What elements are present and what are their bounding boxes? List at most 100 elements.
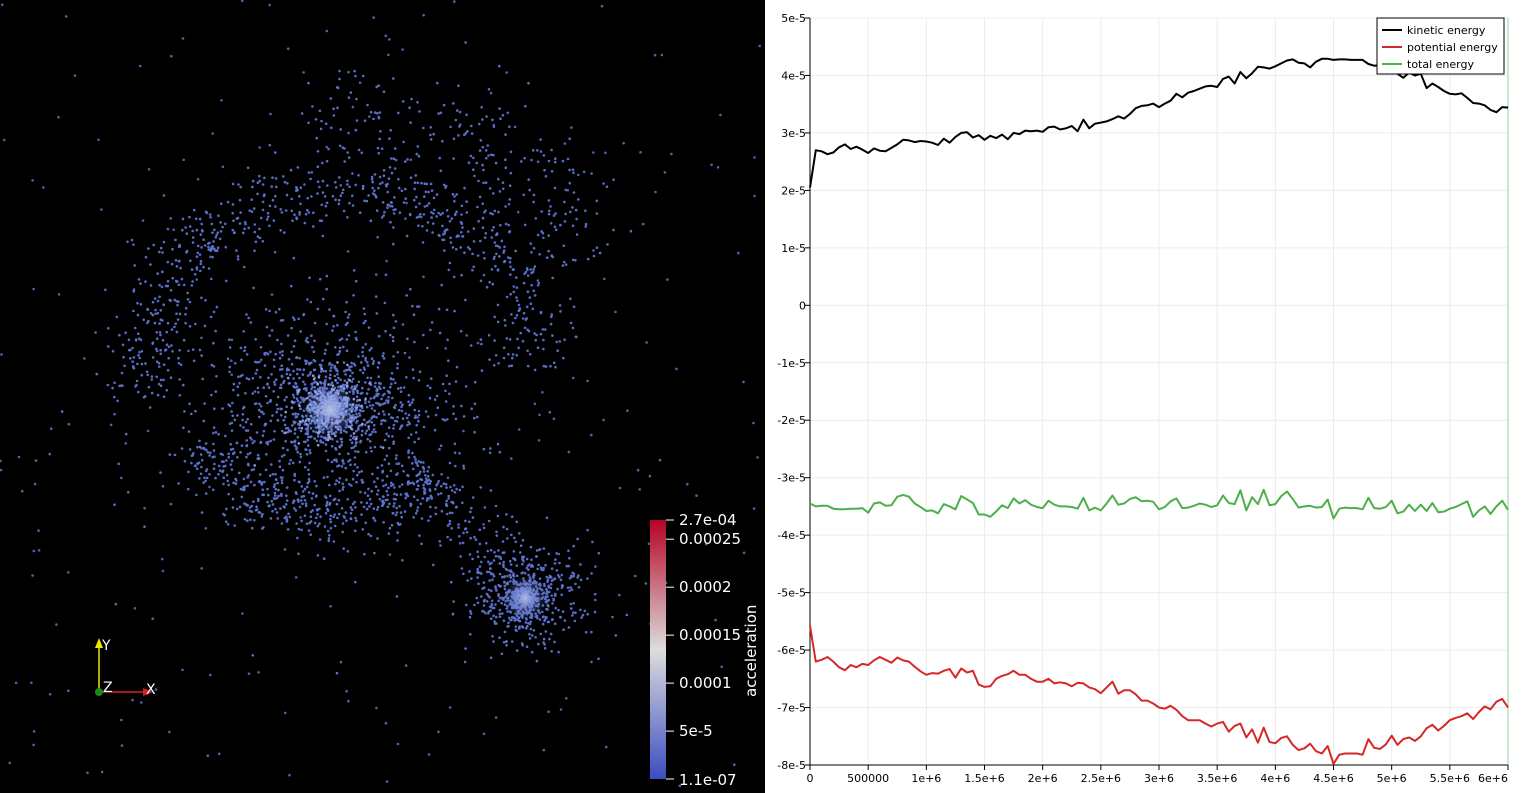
colorbar-gradient[interactable] <box>650 520 666 779</box>
energy-line-chart[interactable]: 5e-54e-53e-52e-51e-50-1e-5-2e-5-3e-5-4e-… <box>765 0 1529 793</box>
particle <box>354 450 357 453</box>
orientation-axes[interactable]: Y Z X <box>95 638 156 698</box>
particle <box>139 282 142 285</box>
particle <box>155 347 158 351</box>
particle <box>168 453 172 456</box>
particle <box>678 784 682 788</box>
particle-scatter[interactable]: 2.7e-04 1.1e-07 0.000250.00020.000150.00… <box>0 0 765 793</box>
particle <box>296 498 300 501</box>
particle <box>383 210 386 214</box>
particle <box>409 504 413 508</box>
particle <box>590 630 593 634</box>
particle <box>481 145 485 149</box>
particle <box>502 560 506 564</box>
particle <box>324 449 328 453</box>
particle <box>212 467 216 471</box>
particle <box>387 486 390 490</box>
particle <box>214 236 218 239</box>
y-tick-label: -7e-5 <box>777 702 806 715</box>
y-tick-label: 0 <box>799 299 806 312</box>
particle <box>378 111 382 114</box>
particle <box>259 441 263 445</box>
particle <box>359 490 362 494</box>
particle <box>412 467 415 471</box>
particle <box>296 372 299 376</box>
particle <box>371 472 374 476</box>
particle <box>402 470 405 473</box>
particle <box>291 440 294 444</box>
particle <box>571 258 575 262</box>
particle <box>518 627 521 630</box>
colorbar[interactable]: 2.7e-04 1.1e-07 0.000250.00020.000150.00… <box>650 511 760 789</box>
particle <box>742 551 746 555</box>
particle <box>570 588 574 591</box>
particle <box>532 200 535 204</box>
particle <box>407 451 410 455</box>
particle <box>464 298 467 302</box>
particle <box>501 575 504 579</box>
particle <box>204 210 208 214</box>
particle <box>449 125 452 129</box>
particle <box>401 48 404 51</box>
particle <box>323 352 327 355</box>
particle <box>309 177 312 181</box>
particle <box>395 420 399 423</box>
particle <box>371 430 374 434</box>
particle <box>340 440 344 444</box>
particle <box>485 156 488 160</box>
particle <box>550 148 553 152</box>
particle <box>444 389 447 393</box>
y-axis-arrow <box>95 638 103 648</box>
particle <box>509 292 512 296</box>
particle <box>269 350 272 354</box>
particle <box>476 567 480 571</box>
particle <box>332 325 336 328</box>
particle <box>283 398 287 402</box>
particle <box>390 157 393 160</box>
line-chart-view[interactable]: 5e-5 4e-5 3e-5 2e-5 1e-5 0 -1e-5 -2e-5 -3e-5 -4e-… <box>765 0 1529 793</box>
particle <box>279 414 283 417</box>
particle <box>533 294 537 297</box>
particle <box>245 439 248 442</box>
particle <box>541 615 545 619</box>
particle <box>350 446 354 450</box>
particle <box>371 180 375 184</box>
particle <box>476 570 480 573</box>
particle <box>492 192 495 195</box>
particle <box>195 255 199 258</box>
particle <box>501 540 505 543</box>
particle <box>415 509 419 512</box>
particle <box>392 423 396 427</box>
particle <box>422 333 425 337</box>
particle <box>407 393 411 397</box>
particle <box>382 90 386 93</box>
particle <box>382 501 386 505</box>
particle <box>391 511 395 515</box>
particle <box>394 158 398 162</box>
particle <box>302 380 305 384</box>
particle <box>198 217 202 221</box>
particle <box>528 637 532 640</box>
particle <box>303 221 307 225</box>
particle <box>441 382 445 386</box>
particle <box>448 522 452 526</box>
particle <box>552 214 556 217</box>
particle <box>257 499 260 503</box>
particle <box>273 383 277 386</box>
particle <box>280 522 284 525</box>
render-view[interactable]: 2.7e-04 1.1e-07 0.00025 0.0002 0.00015 0.00… <box>0 0 765 793</box>
particle <box>391 335 395 339</box>
particle <box>299 516 302 519</box>
particle <box>417 224 420 227</box>
particle <box>490 268 494 271</box>
particle <box>416 488 419 491</box>
particle <box>328 501 332 505</box>
particle <box>238 382 241 385</box>
particle <box>165 343 169 347</box>
particle <box>476 576 479 579</box>
particle <box>392 440 396 444</box>
particle <box>275 511 279 514</box>
particle <box>444 186 447 189</box>
particle <box>373 385 377 388</box>
